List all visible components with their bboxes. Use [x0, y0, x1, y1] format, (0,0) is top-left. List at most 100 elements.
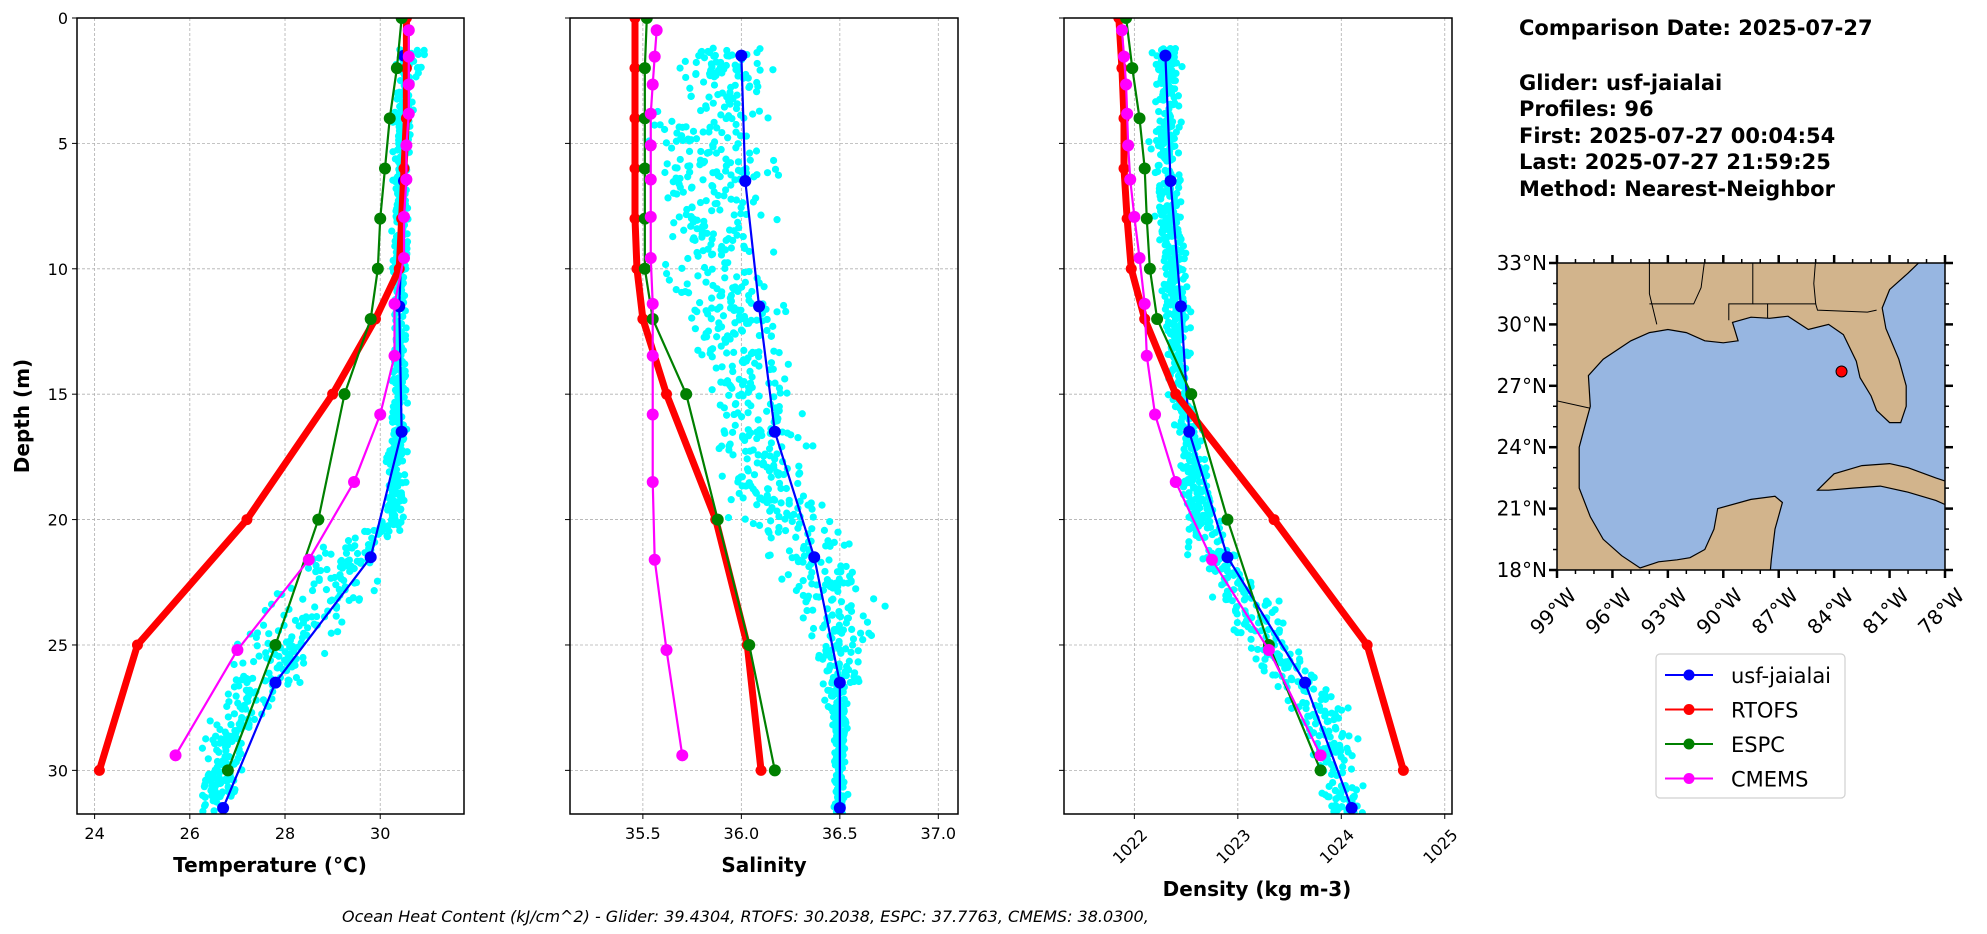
map-lat-label: 21°N [1497, 497, 1547, 521]
data-point-espc [743, 638, 756, 651]
glider-raw-point [206, 717, 214, 725]
glider-raw-point [1179, 242, 1188, 250]
glider-raw-point [736, 132, 745, 140]
glider-raw-point [1161, 234, 1169, 242]
x-tick-label: 1023 [1212, 825, 1254, 867]
glider-raw-point [344, 537, 353, 545]
glider-raw-point [242, 694, 251, 703]
glider-raw-point [683, 205, 691, 214]
glider-raw-point [676, 135, 685, 143]
glider-raw-point [680, 226, 688, 234]
glider-raw-point [724, 134, 732, 142]
glider-raw-point [389, 488, 397, 496]
glider-raw-point [1326, 733, 1334, 741]
glider-raw-point [393, 362, 401, 370]
glider-raw-point [310, 580, 318, 588]
glider-raw-point [830, 707, 838, 715]
glider-raw-point [831, 761, 839, 769]
data-point-cmems [1128, 210, 1141, 223]
glider-raw-point [834, 528, 842, 536]
glider-raw-point [1179, 266, 1187, 274]
glider-raw-point [250, 715, 259, 724]
glider-raw-point [851, 669, 859, 677]
glider-raw-point [342, 544, 350, 552]
glider-raw-point [1332, 725, 1340, 733]
glider-raw-point [755, 348, 763, 356]
glider-raw-point [752, 147, 761, 155]
glider-raw-point [733, 273, 741, 281]
legend-marker [1683, 773, 1695, 784]
glider-raw-point [217, 790, 225, 798]
glider-raw-point [1185, 538, 1193, 546]
glider-raw-scatter [198, 46, 428, 814]
glider-raw-point [841, 758, 849, 766]
glider-raw-point [706, 349, 714, 357]
glider-raw-point [729, 367, 737, 376]
data-point-espc [1126, 62, 1139, 75]
glider-raw-point [718, 128, 726, 137]
glider-raw-point [775, 403, 783, 411]
glider-raw-point [352, 578, 361, 587]
glider-raw-point [1295, 648, 1303, 656]
glider-raw-point [1345, 732, 1353, 740]
glider-raw-point [1172, 59, 1181, 67]
x-tick-label: 28 [275, 824, 295, 843]
glider-raw-point [764, 114, 772, 122]
glider-raw-point [1358, 809, 1366, 814]
glider-raw-point [1338, 803, 1346, 811]
glider-raw-point [211, 740, 219, 748]
glider-raw-point [1208, 593, 1217, 601]
x-axis-label-density: Density (kg m-3) [1163, 877, 1352, 901]
glider-raw-point [392, 478, 400, 486]
glider-raw-point [799, 591, 807, 600]
glider-raw-point [668, 117, 676, 125]
data-point-espc [378, 162, 391, 175]
glider-raw-point [699, 78, 708, 86]
data-point-usf-jaialai [269, 676, 282, 689]
glider-raw-point [1338, 732, 1346, 741]
glider-raw-point [840, 736, 848, 744]
legend: usf-jaialai RTOFS ESPC CMEMS [1655, 653, 1846, 799]
glider-raw-point [1161, 305, 1169, 313]
glider-raw-point [782, 307, 790, 316]
glider-raw-scatter [1145, 44, 1367, 814]
glider-raw-point [848, 568, 856, 576]
data-point-rtofs [398, 162, 410, 174]
glider-raw-point [1343, 744, 1351, 752]
glider-raw-point [734, 158, 742, 166]
glider-raw-point [748, 373, 756, 381]
glider-raw-point [691, 325, 699, 333]
glider-raw-point [697, 147, 705, 156]
data-point-rtofs [241, 514, 253, 526]
glider-raw-point [1324, 793, 1332, 801]
glider-raw-point [822, 651, 830, 659]
glider-raw-point [1174, 149, 1183, 157]
glider-raw-point [221, 752, 229, 761]
glider-raw-point [692, 70, 700, 78]
data-point-cmems [644, 173, 657, 186]
data-point-cmems [1205, 553, 1218, 566]
glider-raw-point [676, 155, 684, 164]
glider-raw-point [710, 81, 719, 89]
glider-raw-point [699, 247, 707, 255]
glider-raw-point [847, 577, 855, 585]
glider-raw-point [767, 332, 776, 340]
x-tick-label: 36.5 [822, 824, 858, 843]
glider-raw-point [1151, 212, 1159, 220]
data-point-cmems [169, 749, 182, 762]
glider-raw-point [687, 92, 695, 101]
glider-raw-point [742, 482, 750, 490]
glider-raw-point [713, 305, 721, 313]
y-tick-label: 30 [48, 761, 68, 780]
glider-raw-point [327, 550, 335, 558]
y-tick-label: 10 [48, 260, 68, 279]
glider-raw-point [1170, 339, 1178, 347]
glider-raw-point [727, 297, 736, 305]
glider-raw-point [246, 686, 254, 694]
glider-raw-point [675, 180, 683, 188]
glider-raw-point [1183, 283, 1191, 291]
glider-raw-point [321, 649, 329, 658]
glider-raw-point [1154, 161, 1162, 170]
glider-raw-point [349, 565, 358, 573]
glider-raw-point [1155, 107, 1163, 116]
